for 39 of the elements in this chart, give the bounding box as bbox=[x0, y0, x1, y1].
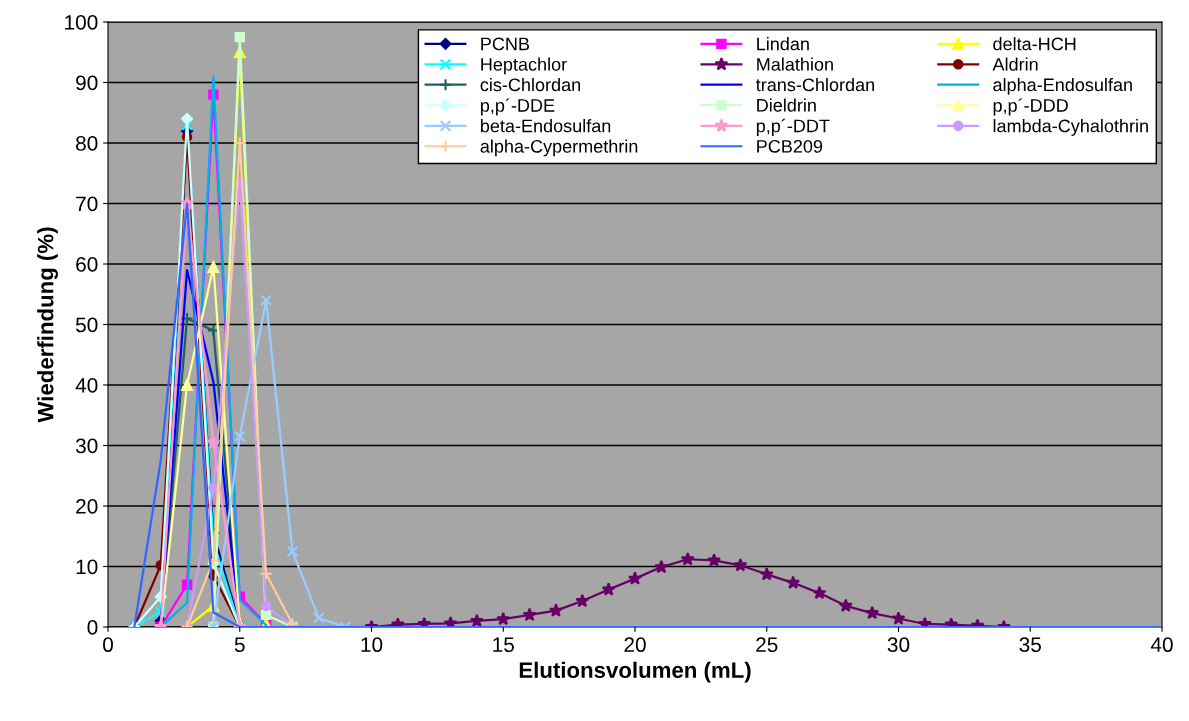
y-tick-label: 30 bbox=[75, 438, 98, 454]
legend-label: p,p´-DDE bbox=[480, 98, 555, 116]
y-tick-label: 40 bbox=[75, 378, 98, 393]
legend-label: Lindan bbox=[757, 37, 809, 51]
legend-label: p,p´-DDD bbox=[993, 98, 1068, 116]
x-tick-label: 0 bbox=[103, 637, 113, 653]
legend-label: PCB209 bbox=[757, 139, 823, 153]
legend-label: Malathion bbox=[757, 57, 833, 71]
legend-label: beta-Endosulfan bbox=[480, 119, 611, 133]
legend-label: Dieldrin bbox=[757, 98, 816, 112]
y-tick-label: 50 bbox=[75, 317, 98, 333]
x-tick-label: 35 bbox=[1019, 637, 1041, 653]
legend-label: trans-Chlordan bbox=[756, 77, 874, 92]
legend-label: delta-HCH bbox=[993, 37, 1076, 51]
x-tick-label: 15 bbox=[493, 637, 514, 653]
y-tick-label: 10 bbox=[76, 559, 98, 575]
x-tick-label: 5 bbox=[234, 637, 245, 653]
legend-label: p,p´-DDT bbox=[756, 118, 830, 136]
x-tick-label: 20 bbox=[624, 637, 646, 653]
x-tick-label: 25 bbox=[756, 637, 778, 653]
legend-label: alpha-Cypermethrin bbox=[480, 139, 638, 157]
x-tick-label: 40 bbox=[1150, 637, 1173, 653]
legend-label: lambda-Cyhalothrin bbox=[993, 119, 1148, 136]
y-tick-label: 70 bbox=[76, 196, 98, 212]
legend-label: PCNB bbox=[481, 37, 530, 51]
y-tick-label: 100 bbox=[65, 15, 98, 30]
x-tick-label: 10 bbox=[361, 637, 383, 653]
y-tick-label: 80 bbox=[76, 136, 98, 151]
legend-label: cis-Chlordan bbox=[480, 77, 581, 92]
x-tick-label: 30 bbox=[887, 637, 910, 653]
y-tick-label: 20 bbox=[76, 499, 98, 514]
y-tick-label: 60 bbox=[76, 257, 98, 272]
legend-label: Aldrin bbox=[992, 57, 1038, 71]
y-axis-title: Wiederfindung (%) bbox=[37, 227, 58, 423]
y-tick-label: 0 bbox=[87, 620, 98, 635]
legend-label: alpha-Endosulfan bbox=[993, 77, 1132, 95]
x-axis-title: Elutionsvolumen (mL) bbox=[519, 661, 751, 683]
y-tick-label: 90 bbox=[76, 75, 98, 91]
legend-label: Heptachlor bbox=[481, 57, 567, 75]
